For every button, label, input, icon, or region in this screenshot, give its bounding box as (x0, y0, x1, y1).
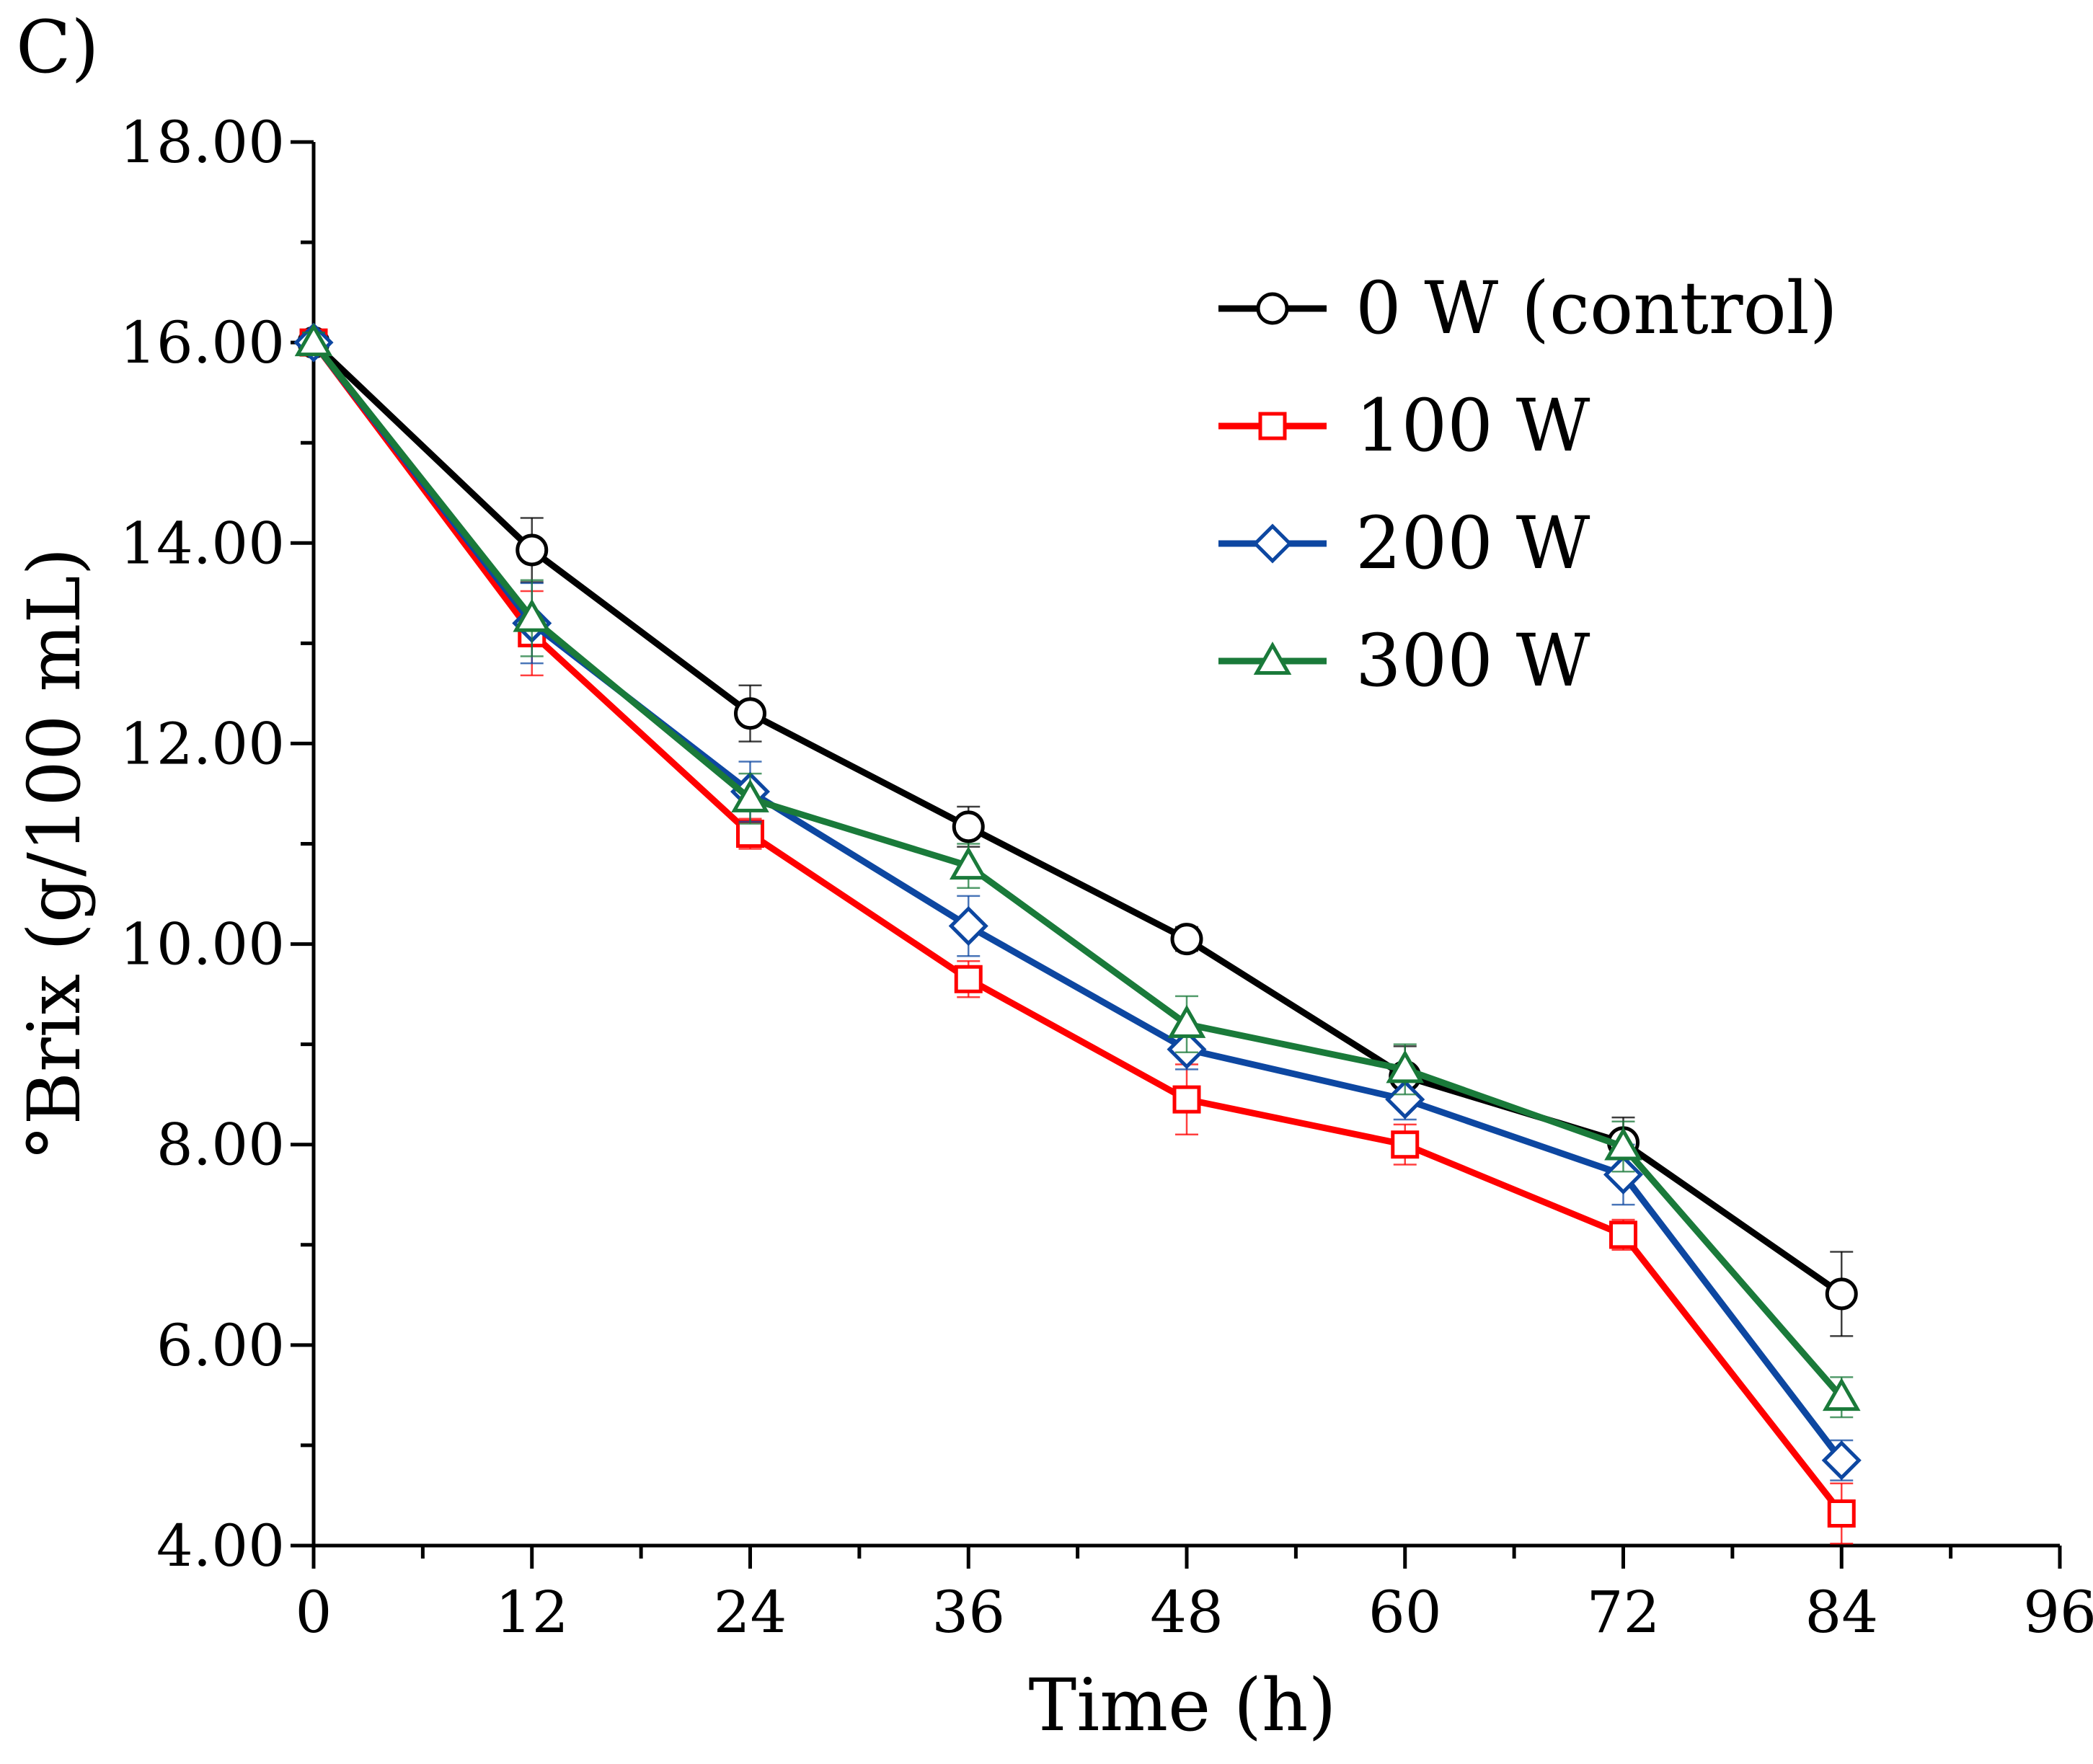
data-point (1172, 1085, 1201, 1114)
data-point (1170, 923, 1203, 956)
x-tick-label: 24 (714, 1579, 787, 1646)
data-point (1386, 1050, 1425, 1083)
data-point (1604, 1127, 1642, 1161)
data-point (734, 697, 766, 730)
data-point (731, 779, 769, 812)
y-tick-label: 16.00 (120, 309, 285, 376)
plot-area (293, 322, 1862, 1545)
data-point (954, 965, 983, 993)
series-1 (299, 328, 1856, 1545)
legend-marker (1253, 641, 1292, 675)
data-point (1603, 1154, 1644, 1195)
data-point (1827, 1499, 1856, 1528)
data-point (515, 533, 549, 567)
y-axis-title: °Brix (g/100 mL) (12, 547, 97, 1161)
legend-label: 100 W (1355, 384, 1590, 468)
y-tick-label: 10.00 (120, 911, 285, 978)
x-tick-label: 36 (932, 1579, 1005, 1646)
data-point (1609, 1220, 1637, 1249)
x-tick-label: 72 (1587, 1579, 1660, 1646)
x-tick-label: 0 (296, 1579, 332, 1646)
y-tick-label: 18.00 (120, 109, 285, 176)
legend-item: 300 W (1218, 619, 1590, 703)
x-tick-label: 60 (1368, 1579, 1442, 1646)
data-point (1821, 1440, 1862, 1481)
data-point (1391, 1130, 1420, 1159)
x-tick-label: 84 (1805, 1579, 1878, 1646)
y-tick-label: 6.00 (156, 1312, 285, 1379)
series-line (311, 340, 1844, 1463)
panel-label: C) (16, 5, 99, 89)
series-2 (293, 322, 1862, 1481)
series-3 (294, 323, 1861, 1419)
x-tick-label: 48 (1150, 1579, 1224, 1646)
axes: 0 12 24 36 48 60 72 84 96 4.00 6.00 8.00 10.00 12.00 1… (120, 109, 2093, 1646)
legend-label: 200 W (1355, 501, 1590, 585)
y-tick-label: 8.00 (156, 1112, 285, 1179)
data-point (1822, 1378, 1861, 1411)
data-point (952, 810, 985, 843)
data-point (948, 906, 988, 947)
legend-item: 100 W (1218, 384, 1590, 468)
series-line (311, 340, 1844, 1400)
legend: 0 W (control) 100 W 200 W 300 W (1218, 266, 1838, 703)
legend-marker (1252, 523, 1293, 564)
legend-item: 200 W (1218, 501, 1590, 585)
x-tick-label: 96 (2023, 1579, 2093, 1646)
y-tick-label: 12.00 (120, 710, 285, 777)
legend-item: 0 W (control) (1218, 266, 1838, 350)
y-tick-label: 4.00 (156, 1512, 285, 1579)
data-point (1825, 1277, 1858, 1311)
legend-label: 0 W (control) (1355, 266, 1838, 350)
data-point (949, 846, 988, 880)
legend-label: 300 W (1355, 619, 1590, 703)
legend-marker (1256, 292, 1289, 325)
x-axis-title: Time (h) (1029, 1663, 1337, 1747)
legend-marker (1258, 412, 1287, 440)
data-point (736, 820, 764, 848)
data-point (513, 598, 552, 632)
series-line (311, 340, 1844, 1516)
data-point (1167, 1004, 1206, 1038)
data-point (294, 323, 333, 357)
y-tick-label: 14.00 (120, 510, 285, 577)
x-tick-label: 12 (495, 1579, 569, 1646)
